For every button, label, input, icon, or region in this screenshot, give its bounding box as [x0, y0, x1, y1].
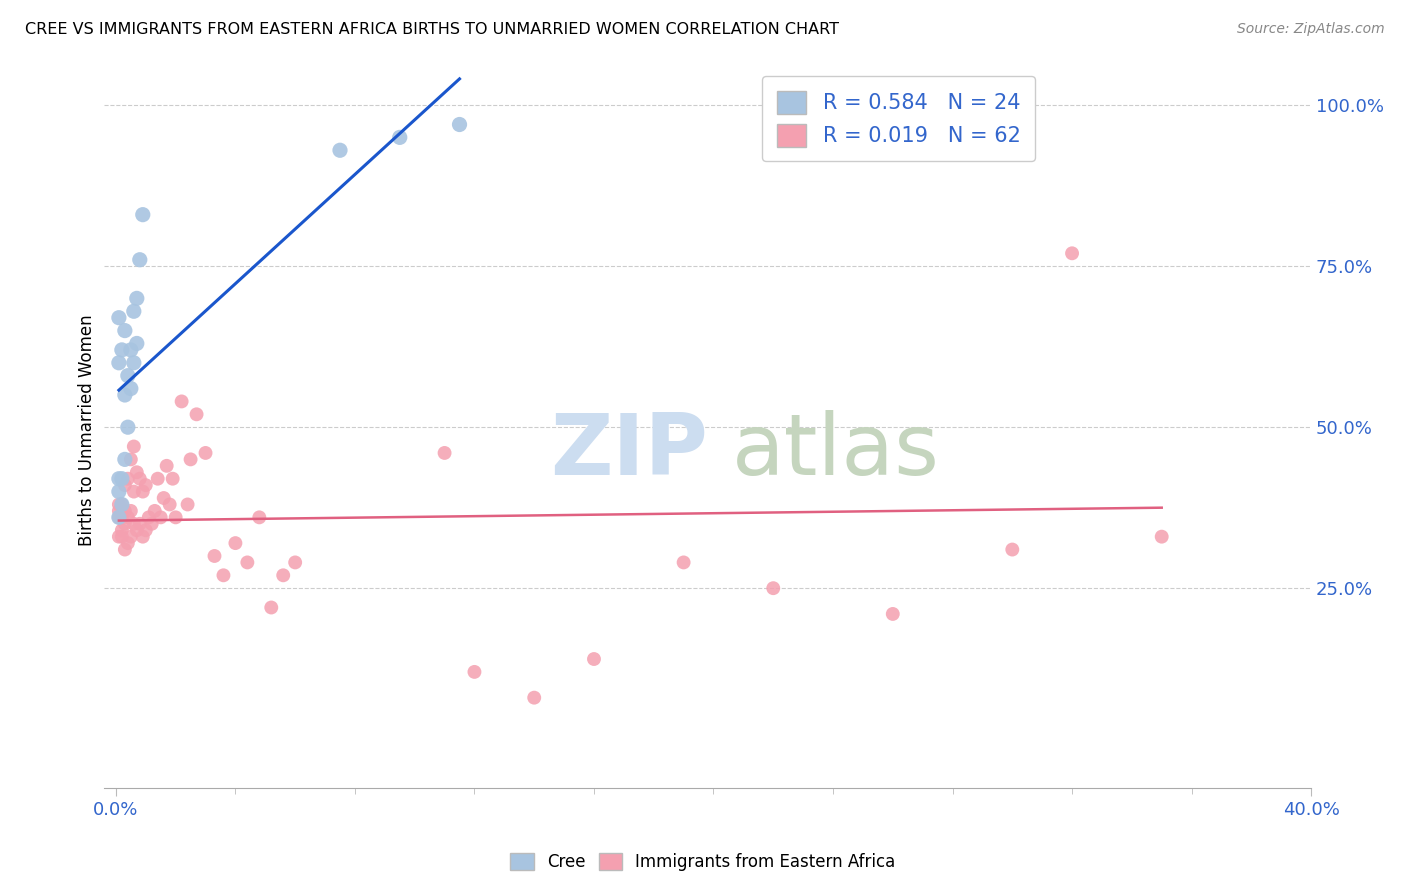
Point [146, 472, 169, 486]
Point [108, 472, 131, 486]
Point [111, 472, 134, 486]
Point [122, 440, 145, 454]
Point [114, 504, 136, 518]
Point [1060, 246, 1083, 260]
Point [135, 478, 157, 492]
Point [329, 143, 352, 157]
Point [122, 304, 145, 318]
Point [108, 498, 131, 512]
Point [672, 556, 695, 570]
Point [108, 310, 131, 325]
Point [180, 452, 202, 467]
Point [117, 420, 139, 434]
Legend: R = 0.584   N = 24, R = 0.019   N = 62: R = 0.584 N = 24, R = 0.019 N = 62 [762, 76, 1035, 161]
Point [111, 498, 134, 512]
Point [236, 556, 259, 570]
Point [156, 458, 179, 473]
Point [111, 343, 134, 357]
Point [260, 600, 283, 615]
Point [122, 484, 145, 499]
Point [159, 498, 181, 512]
Point [141, 516, 163, 531]
Point [114, 542, 136, 557]
Point [120, 382, 142, 396]
Point [143, 504, 166, 518]
Point [120, 504, 142, 518]
Text: CREE VS IMMIGRANTS FROM EASTERN AFRICA BIRTHS TO UNMARRIED WOMEN CORRELATION CHA: CREE VS IMMIGRANTS FROM EASTERN AFRICA B… [25, 22, 839, 37]
Point [108, 530, 131, 544]
Point [117, 536, 139, 550]
Point [170, 394, 193, 409]
Point [284, 556, 307, 570]
Point [125, 465, 148, 479]
Point [212, 568, 235, 582]
Point [111, 523, 134, 537]
Point [271, 568, 294, 582]
Point [186, 407, 208, 421]
Point [111, 498, 134, 512]
Point [117, 472, 139, 486]
Point [138, 510, 160, 524]
Text: atlas: atlas [731, 410, 939, 493]
Point [122, 356, 145, 370]
Point [108, 510, 131, 524]
Point [882, 607, 904, 621]
Point [176, 498, 198, 512]
Point [152, 491, 174, 505]
Point [523, 690, 546, 705]
Legend: Cree, Immigrants from Eastern Africa: Cree, Immigrants from Eastern Africa [502, 845, 904, 880]
Y-axis label: Births to Unmarried Women: Births to Unmarried Women [79, 315, 96, 546]
Point [194, 446, 217, 460]
Point [149, 510, 172, 524]
Point [247, 510, 270, 524]
Point [762, 581, 785, 595]
Point [1001, 542, 1024, 557]
Point [114, 452, 136, 467]
Point [108, 504, 131, 518]
Point [135, 523, 157, 537]
Point [122, 516, 145, 531]
Point [111, 510, 134, 524]
Point [132, 208, 155, 222]
Point [108, 510, 131, 524]
Text: ZIP: ZIP [550, 410, 707, 493]
Point [463, 665, 485, 679]
Point [120, 452, 142, 467]
Point [128, 252, 150, 267]
Point [114, 388, 136, 402]
Text: Source: ZipAtlas.com: Source: ZipAtlas.com [1237, 22, 1385, 37]
Point [125, 523, 148, 537]
Point [162, 472, 184, 486]
Point [117, 368, 139, 383]
Point [128, 472, 150, 486]
Point [132, 484, 155, 499]
Point [120, 343, 142, 357]
Point [108, 356, 131, 370]
Point [108, 484, 131, 499]
Point [114, 516, 136, 531]
Point [114, 324, 136, 338]
Point [582, 652, 605, 666]
Point [125, 336, 148, 351]
Point [165, 510, 187, 524]
Point [114, 478, 136, 492]
Point [449, 118, 471, 132]
Point [1150, 530, 1173, 544]
Point [388, 130, 411, 145]
Point [120, 530, 142, 544]
Point [224, 536, 246, 550]
Point [111, 530, 134, 544]
Point [433, 446, 456, 460]
Point [117, 510, 139, 524]
Point [128, 516, 150, 531]
Point [204, 549, 226, 563]
Point [132, 530, 155, 544]
Point [125, 292, 148, 306]
